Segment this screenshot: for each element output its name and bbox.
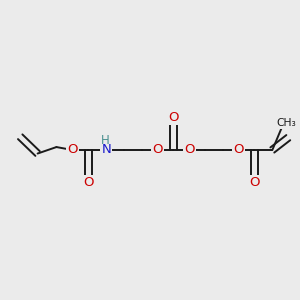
Text: O: O (249, 176, 260, 189)
Text: O: O (67, 143, 78, 157)
Text: O: O (233, 143, 244, 157)
Text: CH₃: CH₃ (276, 118, 296, 128)
Text: O: O (184, 143, 195, 157)
Text: O: O (168, 111, 178, 124)
Text: N: N (101, 143, 111, 157)
Text: O: O (83, 176, 94, 189)
Text: O: O (152, 143, 163, 157)
Text: H: H (101, 134, 110, 147)
